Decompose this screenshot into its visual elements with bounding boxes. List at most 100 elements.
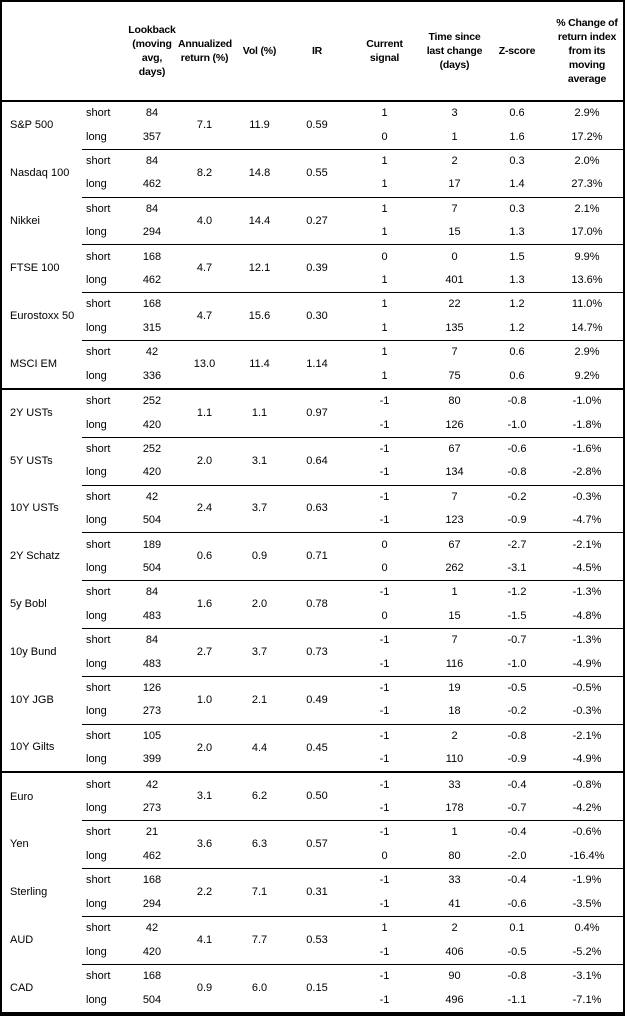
- pct-change-cell: 2.9%: [574, 346, 600, 359]
- pct-change-cell: -16.4%: [547, 844, 623, 870]
- annualized-return-cell: 0.6: [177, 532, 232, 582]
- ir-cell: 0.59: [287, 101, 347, 150]
- ir-cell: 0.63: [287, 485, 347, 534]
- header-lookback: Lookback (moving avg, days): [127, 2, 177, 102]
- asset-name-cell: Nasdaq 100: [10, 166, 70, 179]
- leg-cell: long: [82, 700, 127, 725]
- ir-cell: 1.14: [287, 340, 347, 390]
- z-score-cell: -0.4: [507, 826, 527, 839]
- table-row-short: CAD short 168 0.9 6.0 0.15 -1 90 -0.8 -3…: [2, 964, 623, 1013]
- z-score-cell: 0.1: [509, 922, 525, 935]
- table-row-long: long 294 1 15 1.3 17.0%: [2, 221, 623, 246]
- pct-change-cell: 17.2%: [547, 125, 623, 150]
- pct-change-cell: 14.7%: [547, 316, 623, 342]
- lookback-cell: 273: [127, 796, 177, 822]
- pct-change-cell: 2.1%: [574, 202, 600, 215]
- pct-change-cell: 0.4%: [574, 922, 600, 935]
- ir-cell: 0.57: [287, 820, 347, 870]
- annualized-return-cell: 0.9: [177, 964, 232, 1013]
- lookback-cell: 168: [142, 874, 162, 887]
- leg-cell: short: [86, 729, 111, 742]
- current-signal-cell: 1: [347, 364, 422, 390]
- table-row-short: 10y Bund short 84 2.7 3.7 0.73 -1 7 -0.7…: [2, 628, 623, 677]
- lookback-cell: 420: [127, 413, 177, 438]
- z-score-cell: -3.1: [487, 556, 547, 582]
- lookback-cell: 462: [127, 844, 177, 870]
- asset-name-cell: Euro: [10, 790, 34, 803]
- current-signal-cell: -1: [379, 634, 390, 647]
- lookback-cell: 294: [127, 221, 177, 246]
- pct-change-cell: -4.8%: [547, 604, 623, 629]
- lookback-cell: 84: [145, 586, 159, 599]
- table-row-long: long 273 -1 18 -0.2 -0.3%: [2, 700, 623, 725]
- pct-change-cell: -4.2%: [547, 796, 623, 822]
- header-vol: Vol (%): [232, 2, 287, 102]
- time-since-cell: 17: [422, 173, 487, 198]
- vol-cell: 11.9: [232, 101, 287, 150]
- vol-cell: 6.0: [232, 964, 287, 1013]
- table-row-short: FTSE 100 short 168 4.7 12.1 0.39 0 0 1.5…: [2, 244, 623, 294]
- asset-name-cell: AUD: [10, 933, 34, 946]
- time-since-cell: 2: [451, 155, 458, 168]
- asset-name-cell: CAD: [2, 964, 82, 1013]
- time-since-cell: 110: [422, 748, 487, 774]
- leg-cell: long: [82, 316, 127, 342]
- leg-cell: short: [86, 155, 111, 168]
- table-row-long: long 504 0 262 -3.1 -4.5%: [2, 556, 623, 582]
- vol-cell: 12.1: [232, 244, 287, 294]
- lookback-cell: 420: [127, 940, 177, 965]
- current-signal-cell: -1: [379, 442, 390, 455]
- time-since-cell: 15: [422, 604, 487, 629]
- header-pct-change: % Change of return index from its moving…: [547, 2, 623, 102]
- vol-cell: 2.0: [232, 580, 287, 629]
- leg-cell: short: [86, 250, 111, 263]
- z-score-cell: 1.4: [487, 173, 547, 198]
- asset-name-cell: 10Y Gilts: [2, 724, 82, 774]
- lookback-cell: 273: [127, 700, 177, 725]
- time-since-cell: 41: [422, 892, 487, 917]
- ir-cell: 0.64: [287, 437, 347, 486]
- pct-change-cell: -2.8%: [547, 461, 623, 486]
- time-since-cell: 80: [422, 844, 487, 870]
- header-current-signal: Current signal: [347, 2, 422, 102]
- z-score-cell: -0.8: [507, 729, 527, 742]
- pct-change-cell: -4.5%: [547, 556, 623, 582]
- z-score-cell: -0.6: [487, 892, 547, 917]
- leg-cell: long: [82, 125, 127, 150]
- table-row-short: Euro short 42 3.1 6.2 0.50 -1 33 -0.4 -0…: [2, 772, 623, 822]
- time-since-cell: 406: [422, 940, 487, 965]
- table-row-long: long 504 -1 496 -1.1 -7.1%: [2, 988, 623, 1013]
- time-since-cell: 15: [422, 221, 487, 246]
- table-row-long: long 336 1 75 0.6 9.2%: [2, 364, 623, 390]
- annualized-return-cell: 7.1: [177, 101, 232, 150]
- vol-cell: 6.3: [232, 820, 287, 870]
- pct-change-cell: -3.1%: [572, 969, 602, 982]
- time-since-cell: 123: [422, 508, 487, 534]
- pct-change-cell: -2.1%: [572, 538, 602, 551]
- pct-change-cell: -0.6%: [572, 826, 602, 839]
- ir-cell: 0.31: [287, 868, 347, 917]
- annualized-return-cell: 3.6: [177, 820, 232, 870]
- table-row-long: long 420 -1 134 -0.8 -2.8%: [2, 461, 623, 486]
- ir-cell: 0.39: [287, 244, 347, 294]
- current-signal-cell: 0: [381, 538, 388, 551]
- annualized-return-cell: 8.2: [177, 149, 232, 198]
- leg-cell: long: [82, 268, 127, 294]
- table-row-long: long 357 0 1 1.6 17.2%: [2, 125, 623, 150]
- ir-cell: 0.15: [287, 964, 347, 1013]
- pct-change-cell: 27.3%: [547, 173, 623, 198]
- lookback-cell: 84: [145, 202, 159, 215]
- pct-change-cell: -5.2%: [547, 940, 623, 965]
- leg-cell: long: [82, 892, 127, 917]
- leg-cell: short: [86, 874, 111, 887]
- ir-cell: 0.50: [287, 772, 347, 822]
- leg-cell: long: [82, 364, 127, 390]
- table-row-long: long 462 1 17 1.4 27.3%: [2, 173, 623, 198]
- asset-name-cell: S&P 500: [10, 119, 54, 132]
- lookback-cell: 84: [145, 107, 159, 120]
- z-score-cell: -0.5: [507, 682, 527, 694]
- table-row-long: long 483 0 15 -1.5 -4.8%: [2, 604, 623, 629]
- pct-change-cell: 9.2%: [547, 364, 623, 390]
- annualized-return-cell: 2.7: [177, 628, 232, 677]
